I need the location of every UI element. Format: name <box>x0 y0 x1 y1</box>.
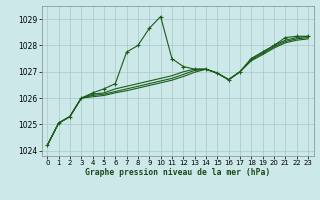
X-axis label: Graphe pression niveau de la mer (hPa): Graphe pression niveau de la mer (hPa) <box>85 168 270 177</box>
